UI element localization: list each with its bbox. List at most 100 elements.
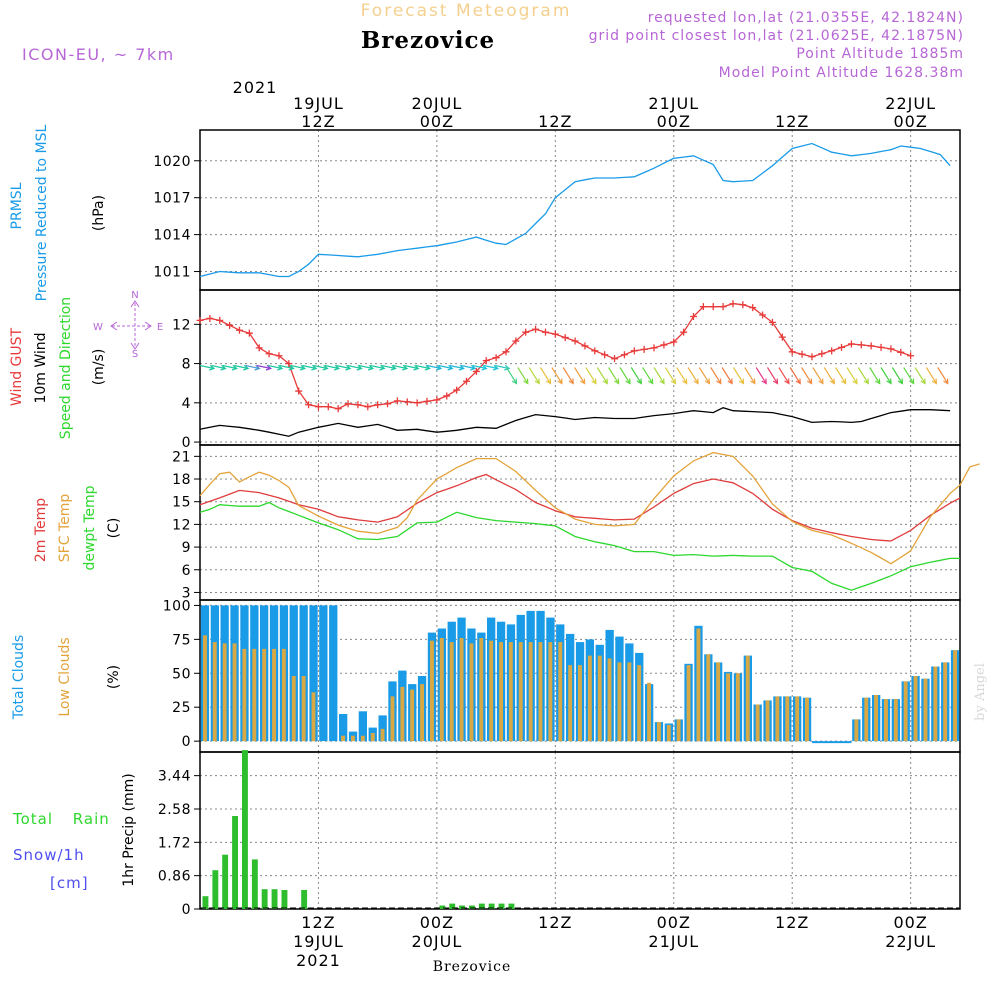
wind-gust-marker	[443, 392, 451, 400]
low-cloud-bar	[587, 655, 592, 742]
wind-gust-marker	[413, 399, 421, 407]
pressure-ytick-label: 1017	[153, 191, 191, 207]
wind-gust-marker	[226, 321, 234, 329]
wind-direction-arrow	[880, 367, 892, 385]
wind-direction-arrow	[744, 367, 756, 385]
compass-rose: N E S W	[93, 290, 163, 360]
wind-direction-arrow	[290, 364, 307, 371]
wind-gust-marker	[768, 318, 776, 326]
low-cloud-bar	[291, 676, 296, 742]
low-cloud-bar	[252, 648, 257, 742]
low-cloud-bar	[805, 697, 809, 742]
wind-direction-arrow	[812, 367, 824, 385]
wind-direction-arrow	[732, 367, 745, 385]
rain-bar	[281, 890, 288, 909]
top-year-label: 2021	[233, 78, 278, 97]
clouds-ytick-label: 50	[172, 666, 191, 682]
rain-bar	[271, 889, 278, 909]
low-cloud-bar	[212, 642, 217, 742]
low-cloud-bar	[469, 643, 474, 742]
wind-direction-arrow	[721, 367, 733, 385]
wind-gust-marker	[344, 400, 352, 408]
wind-direction-arrow	[211, 364, 227, 371]
wind-gust-marker	[275, 352, 283, 360]
low-cloud-bar	[953, 650, 957, 742]
bottom-year-label: 2021	[296, 951, 341, 970]
precip-ytick-label: 0	[182, 902, 191, 918]
bottom-hour-label: 00Z	[420, 913, 454, 932]
wind-gust-marker	[364, 403, 372, 411]
rain-bar	[261, 889, 268, 909]
compass-arrow-w	[110, 321, 118, 331]
temperature-ytick-label: 3	[182, 585, 191, 601]
model-altitude: Model Point Altitude 1628.38m	[719, 65, 964, 81]
rain-bar	[202, 896, 209, 909]
wind-gust-marker	[581, 342, 589, 350]
low-cloud-bar	[666, 724, 671, 742]
precip-ytick-label: 2.58	[158, 802, 191, 818]
wind-direction-arrow	[517, 367, 529, 385]
low-cloud-bar	[854, 719, 859, 742]
low-cloud-bar	[617, 662, 622, 742]
rain-bar	[242, 750, 248, 909]
snow-label: Snow/1h	[13, 846, 85, 864]
temperature-series-sfc-temp	[199, 451, 980, 565]
wind-gust-marker	[660, 341, 668, 349]
prmsl-desc-label: Pressure Reduced to MSL	[34, 124, 50, 301]
snow-unit-label: [cm]	[50, 874, 89, 892]
pressure-ytick-label: 1011	[153, 265, 191, 281]
wind-gust-marker	[798, 350, 806, 358]
requested-coords: requested lon,lat (21.0355E, 42.1824N)	[648, 10, 964, 26]
low-cloud-bar	[755, 704, 760, 742]
low-cloud-bar	[716, 662, 721, 742]
low-cloud-bar	[676, 719, 681, 742]
wind-gust-marker	[512, 337, 520, 345]
wind-gust-marker	[216, 316, 224, 324]
low-cloud-bar	[311, 692, 316, 742]
wind-gust-marker	[305, 401, 313, 409]
clouds-ytick-label: 0	[182, 734, 191, 750]
total-clouds-label: Total Clouds	[11, 635, 27, 720]
low-cloud-bar	[726, 673, 730, 742]
low-cloud-bar	[203, 635, 207, 742]
compass-w: W	[93, 322, 103, 333]
wind-gust-marker	[788, 348, 796, 356]
low-cloud-bar	[351, 735, 355, 742]
wind-labels: Wind GUST 10m Wind Speed and Direction (…	[9, 290, 163, 439]
low-cloud-bar	[489, 640, 494, 742]
wind-ytick-label: 4	[182, 396, 191, 412]
wind-gust-marker	[729, 300, 737, 308]
low-cloud-bar	[775, 696, 780, 742]
rain-bar	[251, 859, 258, 909]
wind-direction-arrow	[279, 364, 295, 371]
low-cloud-bar	[281, 648, 286, 742]
top-date-label: 19JUL	[293, 94, 344, 113]
wind-direction-arrow	[392, 364, 409, 371]
rain-bar	[469, 905, 475, 909]
wind-gust-marker	[196, 316, 204, 324]
rain-bar	[212, 870, 219, 909]
top-date-label: 21JUL	[648, 94, 699, 113]
wind-direction-arrow	[835, 367, 847, 385]
low-cloud-bar	[884, 699, 888, 742]
pressure-panel: 1011 1014 1017 1020	[153, 129, 961, 291]
wind-gust-marker	[857, 341, 865, 349]
bottom-hour-label: 12Z	[775, 913, 809, 932]
low-cloud-bar	[607, 658, 612, 742]
wind-direction-arrow	[664, 367, 677, 385]
wind-direction-arrow	[903, 367, 915, 385]
wind-gust-marker	[630, 347, 638, 355]
low-cloud-bar	[301, 676, 306, 742]
low-cloud-bar	[568, 665, 573, 742]
wind-gust-marker	[255, 344, 263, 352]
total-rain-label: Total Rain	[12, 810, 110, 828]
wind-direction-arrow	[630, 367, 642, 385]
wind-direction-arrow	[914, 367, 926, 385]
temperature-ytick-label: 12	[172, 517, 191, 533]
low-cloud-bar	[893, 699, 898, 742]
low-cloud-bar	[272, 648, 276, 742]
temperature-ytick-label: 18	[172, 472, 191, 488]
wind-ytick-label: 0	[182, 435, 191, 451]
top-date-label: 20JUL	[412, 94, 463, 113]
